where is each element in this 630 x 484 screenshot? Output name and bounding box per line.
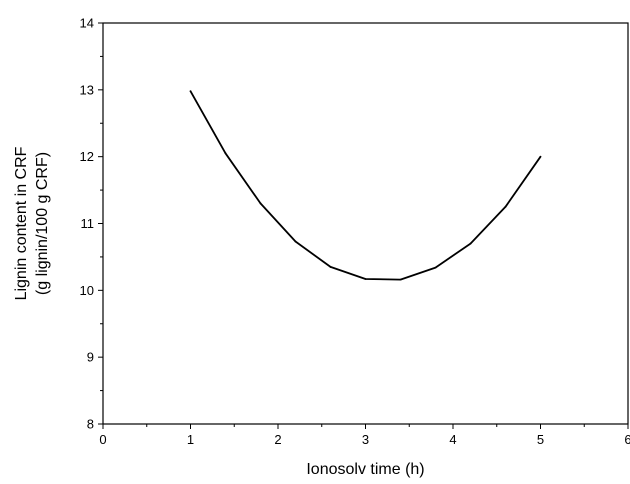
x-tick-labels: 0 1 2 3 4 5 6 (99, 432, 630, 447)
y-tick-label: 10 (80, 283, 94, 298)
data-point (364, 278, 367, 280)
series-line (189, 90, 542, 281)
y-axis-label-line-1: Lignin content in CRF (13, 146, 30, 300)
data-point (294, 240, 297, 243)
y-tick-label: 11 (81, 216, 95, 231)
data-point (469, 242, 472, 245)
x-tick-label: 3 (362, 432, 369, 447)
x-axis-label: Ionosolv time (h) (306, 461, 424, 478)
x-tick-label: 2 (274, 432, 281, 447)
y-axis-label-line-2: (g lignin/100 g CRF) (34, 152, 51, 295)
data-point (504, 205, 507, 208)
axis-ticks (98, 22, 629, 429)
plot-area (102, 22, 629, 425)
data-point (399, 278, 402, 281)
x-tick-label: 1 (187, 432, 194, 447)
plot-frame (102, 22, 629, 425)
data-point (189, 90, 192, 93)
x-tick-label: 5 (537, 432, 544, 447)
x-tick-label: 0 (99, 432, 106, 447)
y-tick-label: 9 (87, 350, 94, 365)
data-point (329, 266, 332, 268)
y-tick-label: 13 (80, 82, 94, 97)
y-tick-label: 8 (87, 417, 94, 432)
data-point (224, 152, 227, 155)
series-group (189, 90, 542, 281)
data-point (434, 266, 437, 269)
y-tick-label: 12 (80, 149, 94, 164)
data-point (259, 202, 262, 205)
data-point (539, 155, 542, 158)
y-tick-label: 14 (80, 16, 94, 31)
x-tick-label: 6 (624, 432, 630, 447)
y-tick-labels: 8 9 10 11 12 13 14 (80, 16, 94, 432)
x-tick-label: 4 (449, 432, 456, 447)
